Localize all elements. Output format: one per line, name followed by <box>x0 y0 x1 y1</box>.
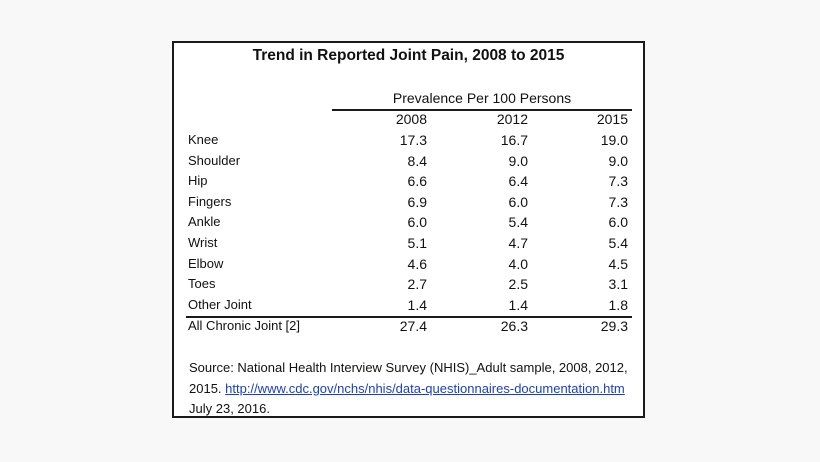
row-value: 6.6 <box>407 173 427 190</box>
source-link[interactable]: http://www.cdc.gov/nchs/nhis/data-questi… <box>225 380 625 396</box>
row-value: 6.0 <box>608 214 628 231</box>
total-value: 26.3 <box>500 318 528 334</box>
source-text: Source: National Health Interview Survey… <box>189 360 628 396</box>
row-value: 5.4 <box>508 214 528 231</box>
row-value: 4.5 <box>608 255 628 272</box>
header-rule <box>332 109 632 111</box>
row-value: 4.6 <box>407 255 427 272</box>
row-value: 9.0 <box>608 152 628 169</box>
column-header: 2012 <box>496 111 528 127</box>
row-value: 1.4 <box>407 296 427 313</box>
row-value: 5.1 <box>407 235 427 251</box>
total-rule <box>186 316 632 318</box>
row-value: 6.4 <box>508 173 528 190</box>
total-label: All Chronic Joint [2] <box>188 318 300 333</box>
row-value: 7.3 <box>608 193 628 210</box>
row-value: 2.5 <box>508 276 528 293</box>
row-value: 7.3 <box>608 173 628 190</box>
column-header: 2008 <box>395 111 427 127</box>
total-value: 29.3 <box>600 318 628 334</box>
column-header: 2015 <box>596 111 628 127</box>
row-label: Elbow <box>188 255 224 271</box>
table-title: Trend in Reported Joint Pain, 2008 to 20… <box>252 47 565 64</box>
row-value: 4.0 <box>508 255 528 272</box>
row-label: Hip <box>188 173 208 189</box>
group-header: Prevalence Per 100 Persons <box>392 90 572 106</box>
row-value: 6.0 <box>407 214 427 231</box>
row-value: 1.4 <box>508 296 528 313</box>
row-label: Shoulder <box>188 152 241 168</box>
row-value: 5.4 <box>608 235 628 251</box>
row-label: Toes <box>188 276 216 292</box>
row-value: 6.0 <box>508 193 528 210</box>
source-note: Source: National Health Interview Survey… <box>189 358 629 420</box>
row-value: 9.0 <box>508 152 528 169</box>
row-value: 17.3 <box>399 132 427 148</box>
row-value: 6.9 <box>407 193 427 210</box>
total-value: 27.4 <box>399 318 427 334</box>
row-value: 19.0 <box>600 132 628 148</box>
row-label: Other Joint <box>188 296 252 312</box>
source-date: July 23, 2016. <box>189 401 270 416</box>
row-value: 4.7 <box>508 235 528 251</box>
row-label: Knee <box>188 132 219 147</box>
row-value: 8.4 <box>407 152 427 169</box>
row-value: 16.7 <box>500 132 528 148</box>
row-value: 2.7 <box>407 276 427 293</box>
table-frame: Trend in Reported Joint Pain, 2008 to 20… <box>172 41 645 418</box>
row-label: Fingers <box>188 193 232 209</box>
row-value: 3.1 <box>608 276 628 293</box>
row-label: Ankle <box>188 214 221 230</box>
row-value: 1.8 <box>608 296 628 313</box>
row-label: Wrist <box>188 235 218 250</box>
